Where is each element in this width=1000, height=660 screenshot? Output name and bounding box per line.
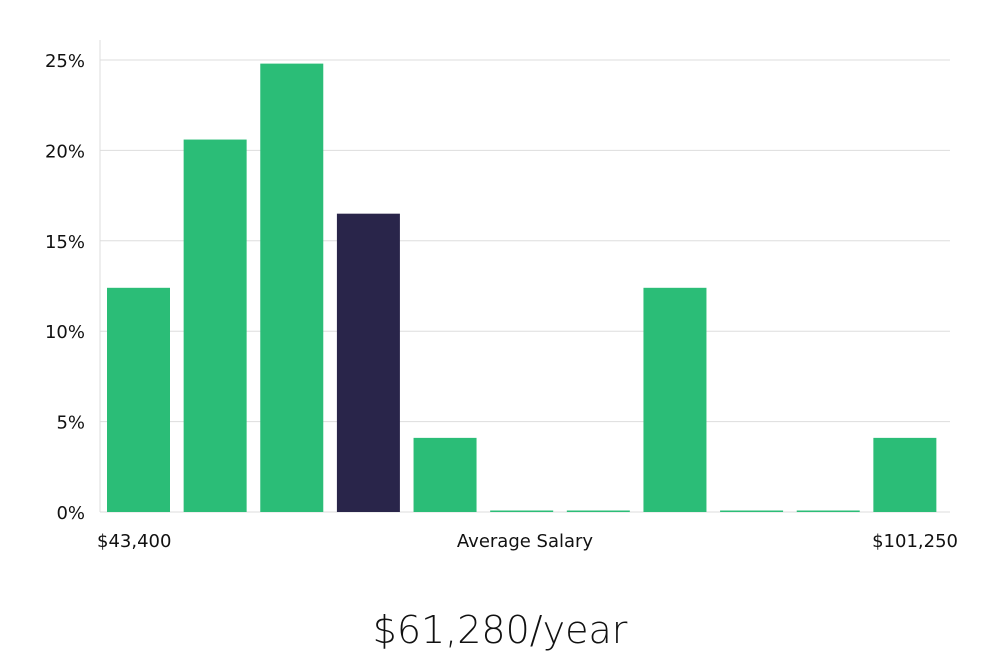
- x-max-label: $101,250: [872, 531, 958, 552]
- bar: [490, 510, 554, 512]
- y-tick-label: 25%: [45, 51, 85, 72]
- bar: [183, 139, 247, 512]
- bar-highlighted: [336, 213, 400, 512]
- y-tick-label: 20%: [45, 141, 85, 162]
- x-min-label: $43,400: [97, 531, 171, 552]
- y-tick-label: 0%: [56, 503, 85, 524]
- bar: [873, 437, 937, 512]
- average-salary-value: $61,280/year: [372, 608, 628, 652]
- bar: [566, 510, 630, 512]
- bar: [643, 287, 707, 512]
- y-tick-label: 10%: [45, 322, 85, 343]
- bar: [720, 510, 784, 512]
- x-axis-label: Average Salary: [457, 531, 594, 552]
- bar: [260, 63, 324, 513]
- bar: [107, 287, 170, 512]
- salary-histogram: 0%5%10%15%20%25% $43,400 Average Salary …: [45, 40, 958, 552]
- y-tick-label: 15%: [45, 232, 85, 253]
- bar: [796, 510, 860, 512]
- bar: [413, 437, 477, 512]
- y-tick-label: 5%: [56, 413, 85, 434]
